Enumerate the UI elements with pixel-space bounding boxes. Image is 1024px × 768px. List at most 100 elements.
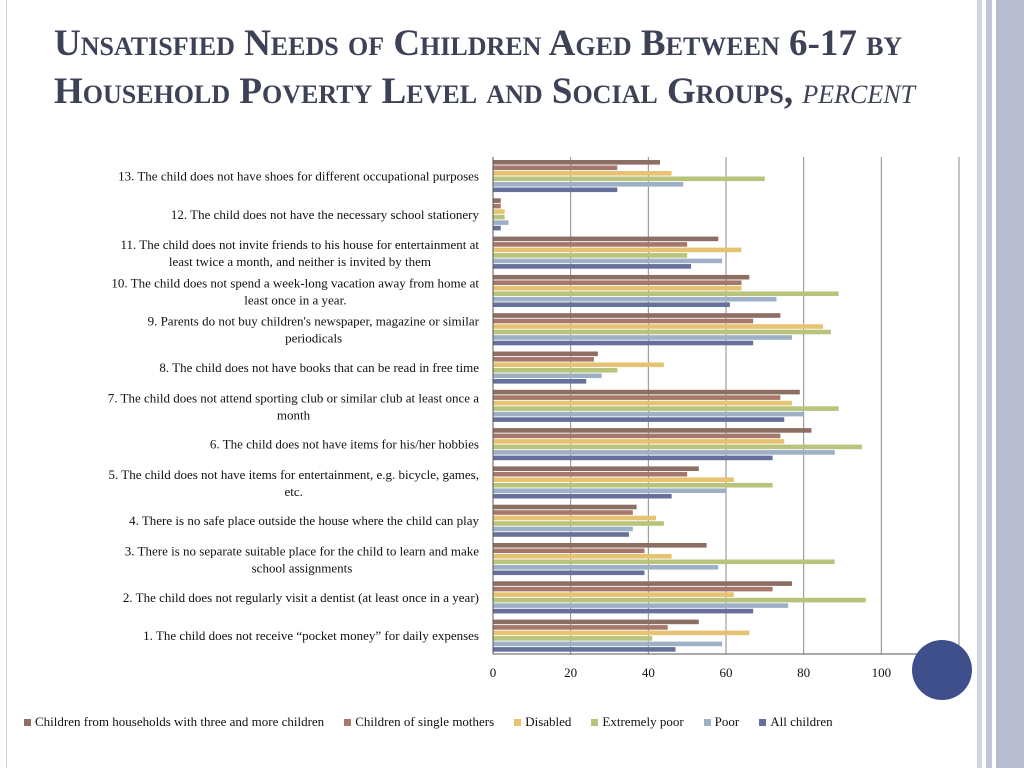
- bar: [493, 389, 800, 395]
- bar: [493, 433, 781, 439]
- left-border-line: [6, 0, 7, 768]
- bar: [493, 368, 618, 373]
- bar: [493, 592, 734, 597]
- bar: [493, 209, 505, 214]
- bar: [493, 225, 501, 231]
- bar: [493, 515, 657, 521]
- bar: [493, 291, 839, 296]
- bar: [493, 264, 692, 269]
- x-tick-label: 20: [564, 665, 577, 680]
- bar: [493, 630, 750, 636]
- category-label: 2. The child does not regularly visit a …: [123, 590, 479, 605]
- bar: [493, 182, 684, 187]
- bar: [493, 521, 664, 526]
- legend-item: All children: [759, 714, 833, 730]
- category-label: 7. The child does not attend sporting cl…: [108, 390, 479, 405]
- bar: [493, 641, 723, 647]
- bar: [493, 236, 719, 242]
- bar: [493, 559, 835, 565]
- bar: [493, 406, 839, 411]
- category-label: 1. The child does not receive “pocket mo…: [143, 628, 479, 643]
- bar: [493, 565, 719, 570]
- bar: [493, 477, 734, 482]
- bar: [493, 373, 602, 379]
- x-tick-label: 80: [797, 665, 810, 680]
- bar: [493, 214, 505, 220]
- x-tick-label: 0: [490, 665, 497, 680]
- decorative-stripes: [974, 0, 1024, 768]
- legend-label: Extremely poor: [602, 714, 684, 729]
- bar: [493, 570, 645, 576]
- legend-swatch: [514, 718, 522, 726]
- legend-label: Children from households with three and …: [35, 714, 325, 729]
- bar: [493, 242, 688, 247]
- bar: [493, 351, 598, 357]
- bar: [493, 439, 785, 444]
- legend-swatch: [703, 718, 711, 726]
- bar: [493, 471, 688, 477]
- bar: [493, 160, 660, 165]
- legend-swatch: [344, 718, 352, 726]
- category-label: 4. There is no safe place outside the ho…: [129, 513, 479, 528]
- legend-item: Extremely poor: [591, 714, 684, 730]
- bar: [493, 482, 773, 488]
- bar: [493, 258, 723, 264]
- bar: [493, 302, 730, 307]
- x-tick-label: 40: [642, 665, 655, 680]
- bar: [493, 619, 699, 625]
- legend-label: All children: [770, 714, 833, 729]
- legend-label: Children of single mothers: [355, 714, 495, 729]
- title-unit: percent: [802, 71, 916, 112]
- category-label: 11. The child does not invite friends to…: [120, 237, 479, 252]
- bar: [493, 455, 773, 461]
- bar: [493, 543, 707, 548]
- category-label: 9. Parents do not buy children's newspap…: [148, 314, 480, 329]
- bar: [493, 504, 637, 510]
- legend-swatch: [591, 718, 599, 726]
- bar: [493, 411, 804, 417]
- category-label-line2: periodicals: [285, 331, 342, 346]
- bar: [493, 379, 587, 384]
- bar: [493, 532, 629, 537]
- bar: [493, 608, 754, 614]
- chart-legend: Children from households with three and …: [24, 714, 1004, 730]
- bar: [493, 444, 862, 450]
- title-main: Unsatisfied Needs of Children Aged Betwe…: [54, 23, 903, 112]
- category-label-line2: month: [277, 407, 311, 422]
- bar: [493, 510, 633, 515]
- bar: [493, 274, 750, 280]
- category-label-line2: etc.: [285, 484, 303, 499]
- bar: [493, 176, 765, 182]
- bar: [493, 171, 672, 176]
- bar: [493, 417, 785, 422]
- bar: [493, 625, 668, 630]
- legend-item: Children from households with three and …: [24, 714, 324, 730]
- bar: [493, 362, 664, 368]
- category-label: 5. The child does not have items for ent…: [108, 467, 479, 482]
- bar: [493, 400, 793, 406]
- bar: [493, 329, 831, 335]
- bar: [493, 395, 781, 400]
- bar: [493, 581, 793, 586]
- bar: [493, 318, 754, 324]
- bar: [493, 280, 742, 285]
- legend-item: Poor: [703, 714, 739, 730]
- bar: [493, 466, 699, 471]
- legend-item: Children of single mothers: [344, 714, 494, 730]
- category-label: 13. The child does not have shoes for di…: [118, 169, 479, 184]
- bar: [493, 450, 835, 455]
- category-label-line2: school assignments: [252, 561, 353, 576]
- legend-item: Disabled: [514, 714, 571, 730]
- category-label: 10. The child does not spend a week-long…: [111, 275, 479, 290]
- bar: [493, 636, 653, 641]
- bar: [493, 247, 742, 253]
- bar: [493, 428, 812, 433]
- page-title: Unsatisfied Needs of Children Aged Betwe…: [54, 20, 954, 116]
- bar: [493, 296, 777, 302]
- bar: [493, 488, 726, 493]
- bar: [493, 586, 773, 592]
- bar: [493, 526, 633, 532]
- bar-chart: 02040608010012013. The child does not ha…: [108, 157, 969, 680]
- bar: [493, 165, 618, 171]
- category-label-line2: least twice a month, and neither is invi…: [169, 254, 431, 269]
